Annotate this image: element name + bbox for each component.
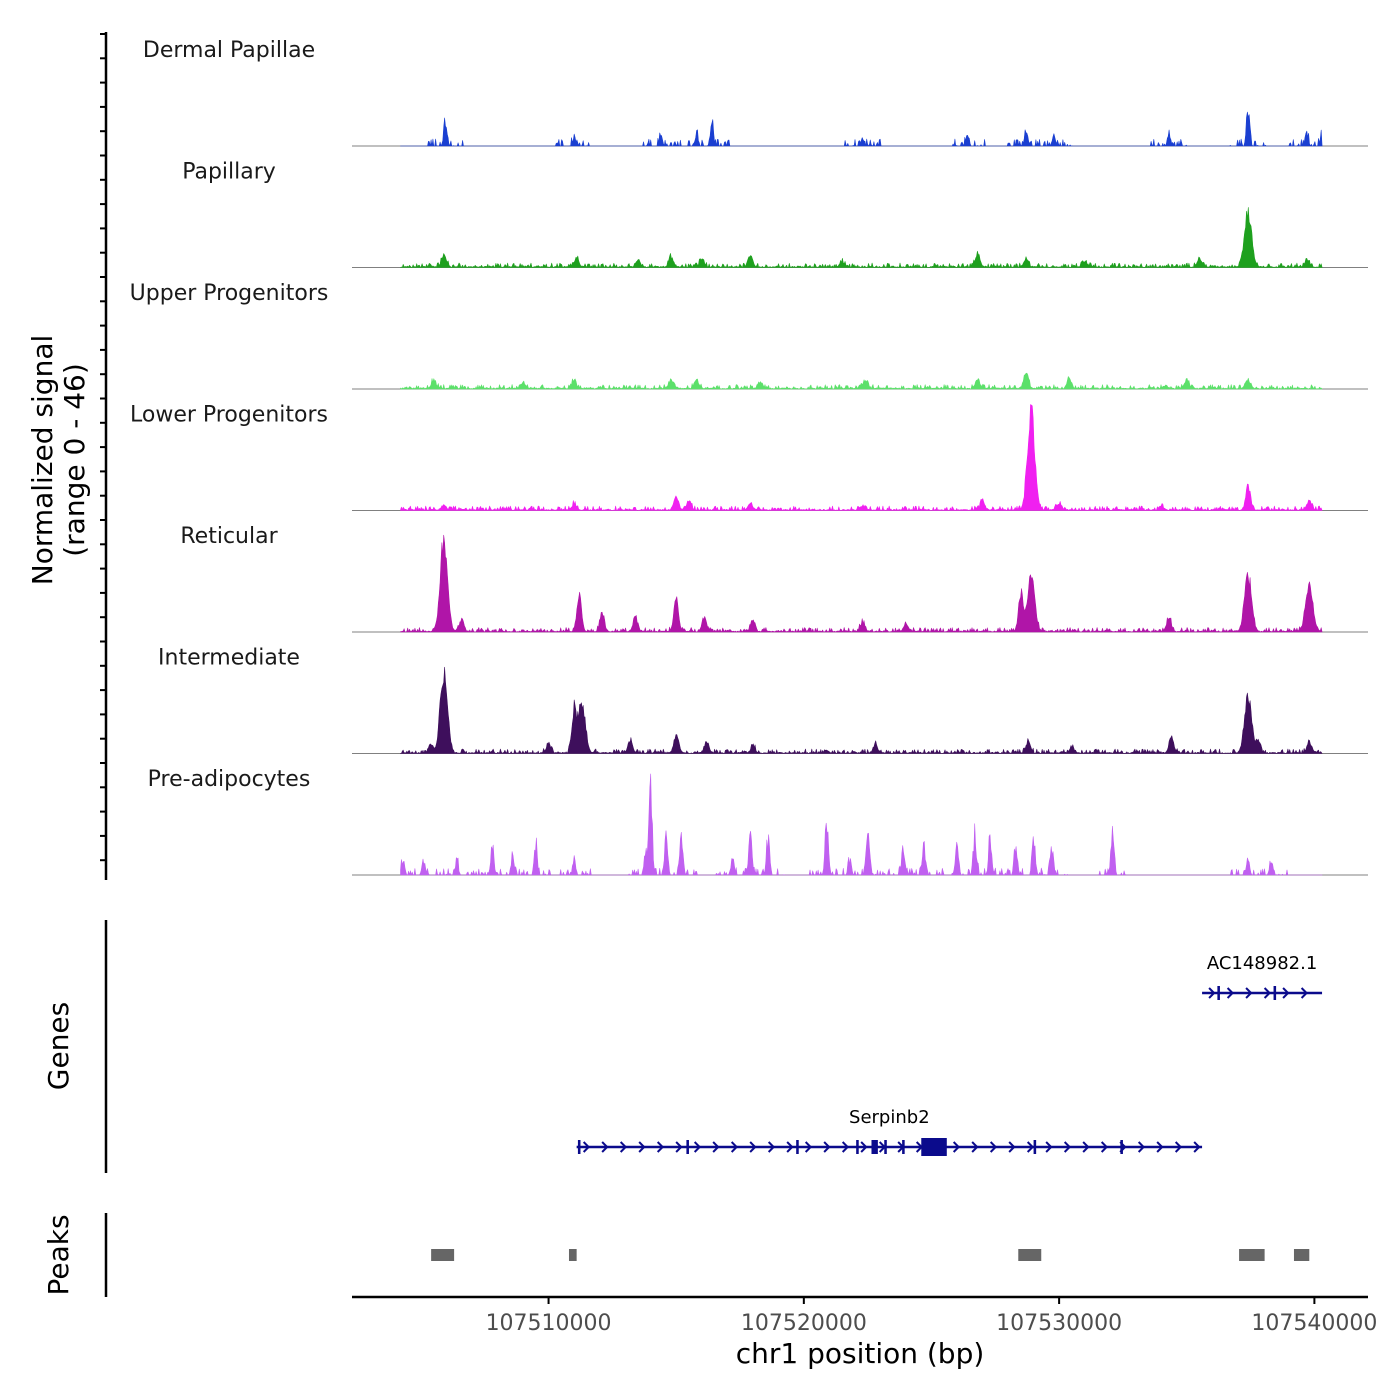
track-intermediate: Intermediate <box>158 645 1368 754</box>
exon <box>902 1140 905 1154</box>
x-tick-label: 107540000 <box>1251 1311 1377 1336</box>
track-pre-adipocytes: Pre-adipocytes <box>148 767 1368 876</box>
coverage-area <box>400 372 1323 390</box>
exon <box>1033 1140 1037 1154</box>
peak-region <box>1293 1249 1310 1261</box>
strand-arrow <box>1226 987 1234 999</box>
x-tick-label: 107510000 <box>486 1311 612 1336</box>
gene-serpinb2: Serpinb2 <box>576 1107 1203 1156</box>
coverage-area <box>400 773 1323 876</box>
strand-arrow <box>675 1141 683 1153</box>
strand-arrow <box>730 1141 739 1153</box>
x-tick-label: 107520000 <box>741 1311 867 1336</box>
strand-arrow <box>804 1141 813 1153</box>
strand-arrow <box>952 1141 961 1153</box>
strand-arrow <box>601 1141 609 1153</box>
strand-arrow <box>1008 1141 1016 1153</box>
strand-arrow <box>1045 1141 1053 1153</box>
exon <box>686 1140 689 1154</box>
track-label: Lower Progenitors <box>130 402 328 427</box>
strand-arrow <box>1026 1141 1035 1153</box>
exon <box>856 1140 859 1154</box>
track-reticular: Reticular <box>180 524 1368 633</box>
track-dermal-papillae: Dermal Papillae <box>143 38 1368 147</box>
strand-arrow <box>693 1141 702 1153</box>
strand-arrow <box>582 1141 591 1153</box>
strand-arrow <box>971 1141 979 1153</box>
gene-label: Serpinb2 <box>849 1107 930 1128</box>
strand-arrow <box>1174 1141 1183 1153</box>
strand-arrow <box>786 1141 794 1153</box>
exon <box>921 1138 947 1156</box>
genes-panel-label: Genes <box>42 1002 75 1090</box>
track-label: Intermediate <box>158 645 300 670</box>
exon <box>871 1140 878 1154</box>
exon <box>1273 986 1277 1000</box>
x-axis-ticks: 107510000 107520000 107530000 107540000 <box>486 1297 1377 1336</box>
strand-arrow <box>619 1141 628 1153</box>
coverage-area <box>400 666 1323 754</box>
strand-arrow <box>1193 1141 1201 1153</box>
exon <box>1120 1140 1123 1154</box>
track-label: Reticular <box>180 524 278 549</box>
strand-arrow <box>823 1141 831 1153</box>
peak-regions <box>431 1249 1310 1261</box>
strand-arrow <box>638 1141 646 1153</box>
y-axis-sublabel: (range 0 - 46) <box>58 363 91 557</box>
track-label: Dermal Papillae <box>143 38 315 63</box>
exon <box>577 1140 581 1154</box>
y-axis-label: Normalized signal <box>26 335 59 586</box>
strand-arrow <box>749 1141 757 1153</box>
peak-region <box>568 1249 577 1261</box>
strand-arrow <box>1263 987 1271 999</box>
exon <box>796 1140 799 1154</box>
track-papillary: Papillary <box>182 159 1368 268</box>
strand-arrow <box>712 1141 720 1153</box>
coverage-area <box>400 404 1323 511</box>
exon <box>884 1140 887 1154</box>
gene-annotations: AC148982.1 Serpinb2 <box>576 953 1323 1156</box>
signal-axis-ticks <box>100 33 106 862</box>
strand-arrow <box>1137 1141 1146 1153</box>
peak-region <box>1018 1249 1042 1261</box>
strand-arrow <box>1300 987 1308 999</box>
strand-arrow <box>656 1141 665 1153</box>
coverage-area <box>400 534 1323 633</box>
track-lower-progenitors: Lower Progenitors <box>130 402 1368 511</box>
peak-region <box>1239 1249 1265 1261</box>
strand-arrow <box>1082 1141 1090 1153</box>
exon <box>1217 986 1220 1000</box>
peaks-panel-label: Peaks <box>42 1214 75 1295</box>
track-label: Papillary <box>182 159 276 184</box>
coverage-area <box>400 207 1323 268</box>
strand-arrow <box>1100 1141 1109 1153</box>
gene-label: AC148982.1 <box>1207 953 1317 974</box>
coverage-tracks: Dermal Papillae Papillary Upper Progenitor… <box>130 38 1368 876</box>
gene-ac148982.1: AC148982.1 <box>1202 953 1323 1000</box>
strand-arrow <box>1245 987 1253 999</box>
x-tick-label: 107530000 <box>996 1311 1122 1336</box>
strand-arrow <box>1282 987 1290 999</box>
strand-arrow <box>767 1141 776 1153</box>
track-upper-progenitors: Upper Progenitors <box>130 281 1368 390</box>
y-axis-title: Normalized signal (range 0 - 46) <box>26 335 91 586</box>
strand-arrow <box>1063 1141 1072 1153</box>
track-label: Pre-adipocytes <box>148 767 311 792</box>
strand-arrow <box>989 1141 998 1153</box>
strand-arrow <box>860 1141 868 1153</box>
x-axis-label: chr1 position (bp) <box>736 1337 985 1370</box>
coverage-area <box>400 111 1323 147</box>
peak-region <box>431 1249 455 1261</box>
track-label: Upper Progenitors <box>130 281 329 306</box>
strand-arrow <box>841 1141 850 1153</box>
strand-arrow <box>1156 1141 1164 1153</box>
strand-arrow <box>1208 987 1216 999</box>
